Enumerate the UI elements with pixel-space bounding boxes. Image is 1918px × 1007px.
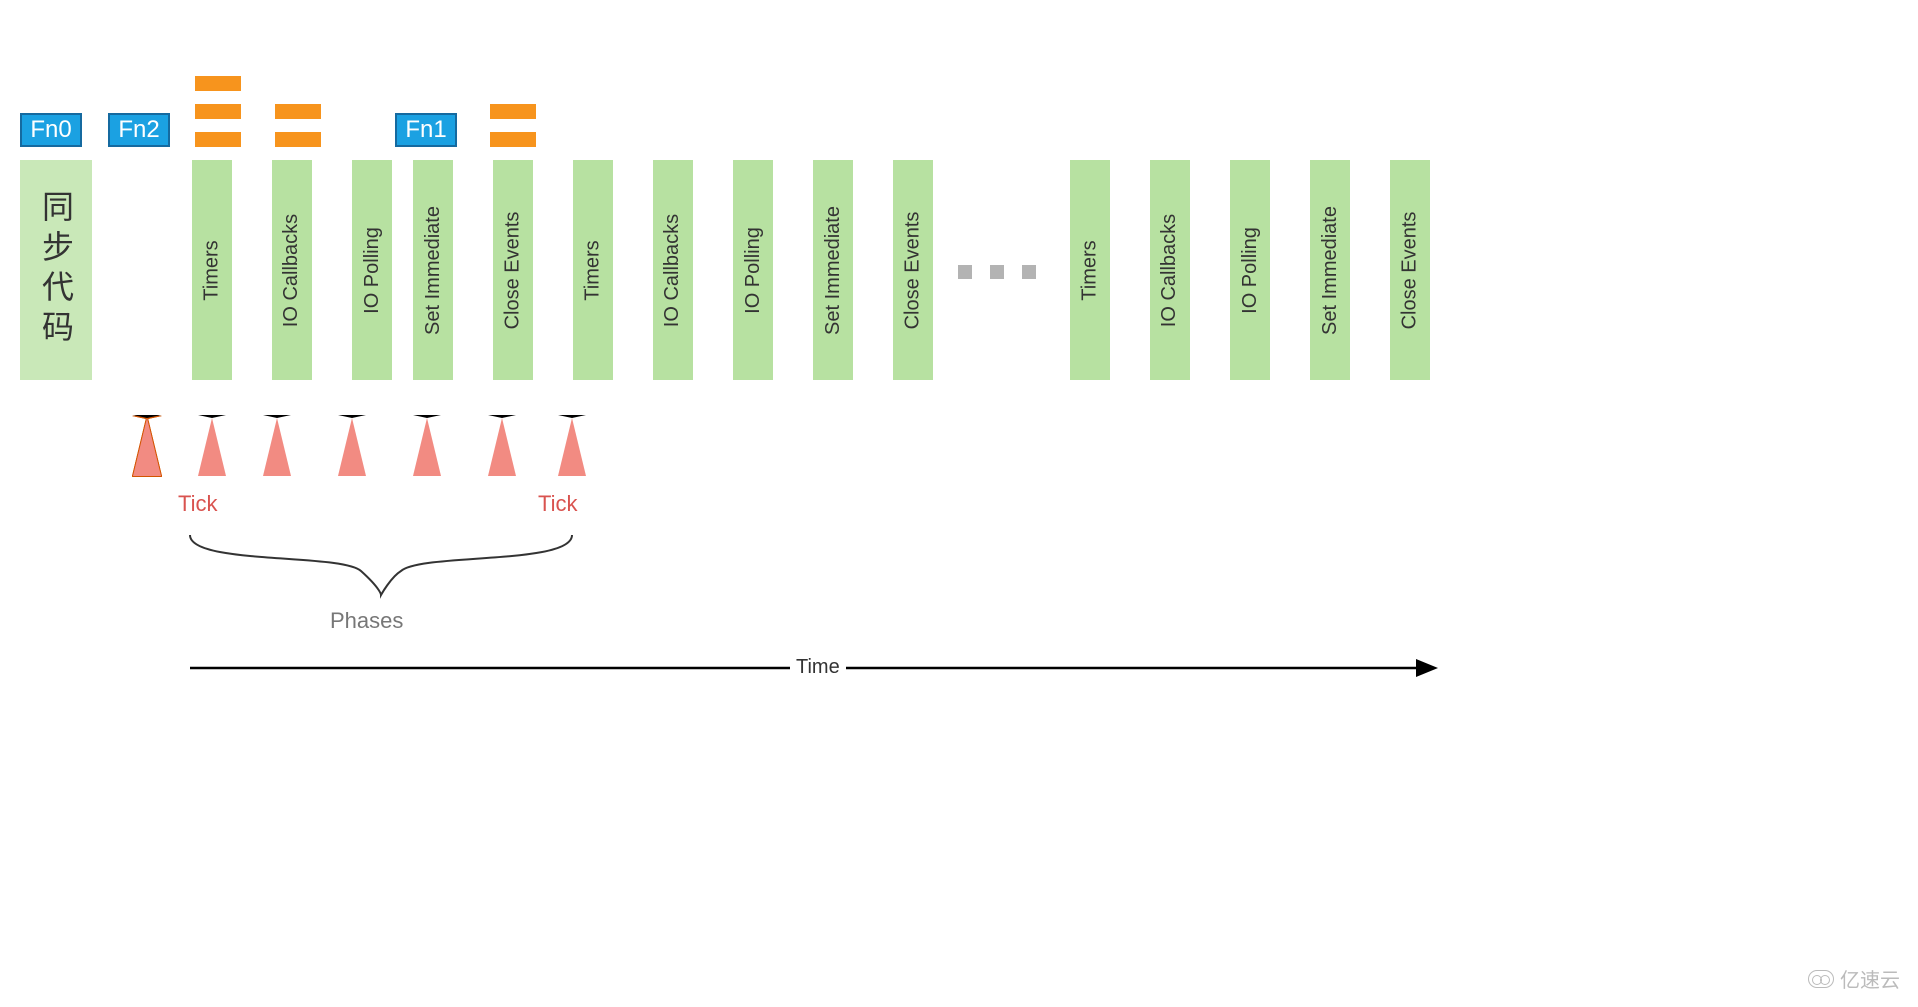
- phase-label: Close Events: [902, 211, 925, 329]
- event-loop-diagram: Fn0 Fn2 Fn1 同步代码 Timers IO Callbacks IO Poll…: [0, 0, 1918, 1007]
- fn2-box: Fn2: [108, 113, 170, 147]
- sync-code-block: 同步代码: [20, 160, 92, 380]
- phase-label: Timers: [201, 240, 224, 300]
- time-arrow: [0, 0, 1918, 1007]
- dot: [990, 265, 1004, 279]
- callback-block: [490, 104, 536, 119]
- tick-label: Tick: [538, 491, 578, 517]
- phase-timers: Timers: [1070, 160, 1110, 380]
- phase-label: Timers: [1079, 240, 1102, 300]
- callback-block: [195, 76, 241, 91]
- phases-label: Phases: [330, 608, 403, 634]
- tick-marker: [263, 415, 291, 476]
- phase-label: IO Callbacks: [662, 213, 685, 326]
- tick-marker: [198, 415, 226, 476]
- callback-block: [195, 104, 241, 119]
- callback-block: [275, 104, 321, 119]
- phase-label: IO Polling: [361, 227, 384, 314]
- phase-label: IO Callbacks: [1159, 213, 1182, 326]
- phase-close-events: Close Events: [493, 160, 533, 380]
- dot: [958, 265, 972, 279]
- phase-set-immediate: Set Immediate: [413, 160, 453, 380]
- time-label: Time: [790, 656, 846, 679]
- tick-marker: [488, 415, 516, 476]
- phase-label: Close Events: [502, 211, 525, 329]
- phase-timers: Timers: [192, 160, 232, 380]
- watermark: 亿速云: [1808, 964, 1900, 993]
- phase-set-immediate: Set Immediate: [1310, 160, 1350, 380]
- callback-block: [490, 132, 536, 147]
- sync-code-label: 同步代码: [33, 190, 79, 350]
- phase-io-polling: IO Polling: [1230, 160, 1270, 380]
- cloud-icon: [1808, 970, 1834, 988]
- phase-close-events: Close Events: [1390, 160, 1430, 380]
- ellipsis-dots: [958, 265, 1036, 279]
- phase-label: Close Events: [1399, 211, 1422, 329]
- phase-label: Set Immediate: [1319, 206, 1342, 335]
- phase-io-callbacks: IO Callbacks: [1150, 160, 1190, 380]
- phase-io-polling: IO Polling: [352, 160, 392, 380]
- phase-io-callbacks: IO Callbacks: [272, 160, 312, 380]
- phase-close-events: Close Events: [893, 160, 933, 380]
- tick-marker: [133, 415, 161, 476]
- phases-brace: [0, 0, 1918, 1007]
- phase-label: IO Callbacks: [281, 213, 304, 326]
- dot: [1022, 265, 1036, 279]
- fn1-box: Fn1: [395, 113, 457, 147]
- tick-marker: [338, 415, 366, 476]
- tick-marker: [558, 415, 586, 476]
- watermark-text: 亿速云: [1840, 964, 1900, 993]
- fn0-box: Fn0: [20, 113, 82, 147]
- phase-label: Timers: [582, 240, 605, 300]
- callback-block: [275, 132, 321, 147]
- phase-label: Set Immediate: [822, 206, 845, 335]
- phase-timers: Timers: [573, 160, 613, 380]
- phase-io-polling: IO Polling: [733, 160, 773, 380]
- phase-label: IO Polling: [742, 227, 765, 314]
- phase-label: Set Immediate: [422, 206, 445, 335]
- tick-label: Tick: [178, 491, 218, 517]
- callback-block: [195, 132, 241, 147]
- phase-set-immediate: Set Immediate: [813, 160, 853, 380]
- phase-io-callbacks: IO Callbacks: [653, 160, 693, 380]
- phase-label: IO Polling: [1239, 227, 1262, 314]
- tick-marker: [413, 415, 441, 476]
